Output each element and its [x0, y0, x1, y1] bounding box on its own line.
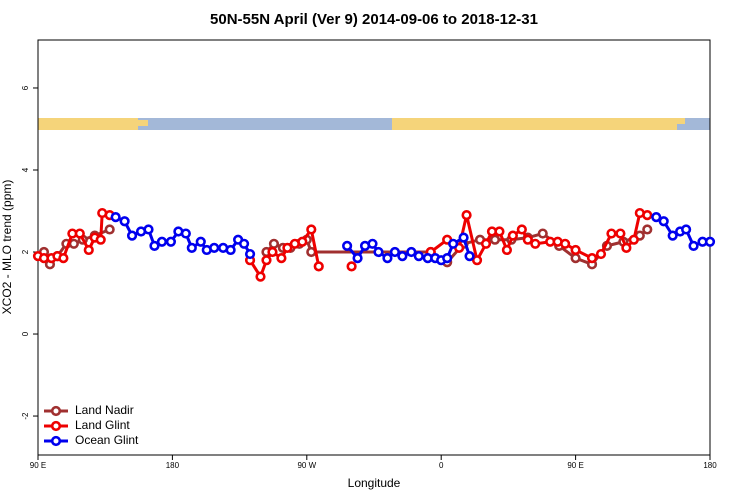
point	[413, 251, 424, 262]
point	[681, 224, 692, 235]
point	[406, 246, 417, 258]
point	[507, 230, 518, 241]
point	[461, 210, 472, 221]
point	[658, 216, 669, 227]
point	[522, 234, 533, 245]
y-tick-label: 0	[21, 331, 30, 336]
point	[276, 253, 287, 264]
land-strip	[38, 118, 138, 130]
point	[165, 236, 177, 247]
y-tick-label: -2	[21, 412, 30, 420]
point	[494, 226, 505, 237]
legend-marker	[50, 405, 62, 417]
point	[704, 236, 716, 247]
legend-marker	[50, 420, 62, 432]
point	[373, 246, 384, 258]
x-tick-label: 90 E	[30, 461, 46, 470]
point	[58, 253, 69, 264]
y-tick-label: 2	[21, 249, 30, 254]
land-strip	[392, 118, 677, 130]
point	[595, 248, 607, 260]
land-strip	[138, 120, 148, 126]
x-tick-label: 90 W	[297, 461, 316, 470]
legend-label: Land Nadir	[75, 403, 134, 417]
point	[149, 240, 160, 251]
land-ocean-strip	[38, 118, 710, 130]
point	[104, 224, 115, 235]
point	[651, 212, 662, 223]
point	[238, 238, 250, 249]
point	[367, 238, 378, 249]
point	[156, 236, 168, 247]
point	[458, 232, 469, 243]
point	[471, 255, 483, 266]
point	[537, 228, 548, 239]
point	[489, 234, 501, 245]
point	[621, 242, 632, 254]
point	[110, 212, 121, 223]
point	[195, 236, 206, 247]
point	[570, 244, 581, 256]
point	[267, 246, 278, 258]
x-tick-label: 90 E	[567, 461, 583, 470]
x-axis-label: Longitude	[348, 476, 401, 490]
point	[642, 210, 653, 221]
point	[180, 228, 191, 239]
plot-frame	[37, 39, 711, 456]
point	[667, 230, 678, 241]
y-tick-label: 6	[21, 85, 30, 90]
point	[255, 271, 266, 282]
point	[448, 238, 459, 249]
point	[143, 224, 154, 235]
point	[186, 242, 197, 254]
point	[297, 236, 308, 247]
point	[615, 228, 626, 239]
x-tick-label: 0	[439, 461, 444, 470]
point	[119, 216, 130, 227]
point	[570, 253, 581, 264]
legend-marker	[50, 435, 62, 447]
point	[83, 244, 94, 256]
point	[74, 228, 85, 239]
point	[382, 253, 393, 264]
x-tick-label: 180	[703, 461, 717, 470]
point	[342, 240, 353, 251]
point	[244, 248, 256, 260]
point	[628, 234, 639, 245]
point	[480, 238, 492, 249]
y-tick-label: 4	[21, 167, 30, 172]
point	[464, 251, 475, 262]
point	[389, 246, 401, 258]
chart-title: 50N-55N April (Ver 9) 2014-09-06 to 2018…	[210, 11, 538, 28]
y-axis-label: XCO2 - MLO trend (ppm)	[0, 180, 14, 315]
point	[313, 261, 324, 272]
point	[516, 224, 527, 235]
point	[560, 238, 571, 249]
point	[442, 253, 453, 264]
point	[126, 230, 138, 241]
x-tick-label: 180	[166, 461, 180, 470]
point	[225, 244, 236, 256]
point	[688, 240, 699, 251]
point	[261, 255, 272, 266]
point	[642, 224, 653, 235]
point	[346, 261, 357, 272]
legend-label: Land Glint	[75, 418, 130, 432]
point	[397, 251, 408, 262]
point	[306, 224, 317, 235]
point	[68, 238, 79, 249]
point	[268, 238, 280, 249]
point	[282, 242, 293, 254]
point	[606, 228, 617, 239]
point	[501, 244, 513, 256]
point	[209, 242, 220, 254]
point	[586, 253, 598, 264]
point	[530, 238, 541, 249]
legend-label: Ocean Glint	[75, 433, 139, 447]
point	[352, 253, 363, 264]
point	[95, 234, 106, 245]
land-strip	[677, 118, 685, 124]
